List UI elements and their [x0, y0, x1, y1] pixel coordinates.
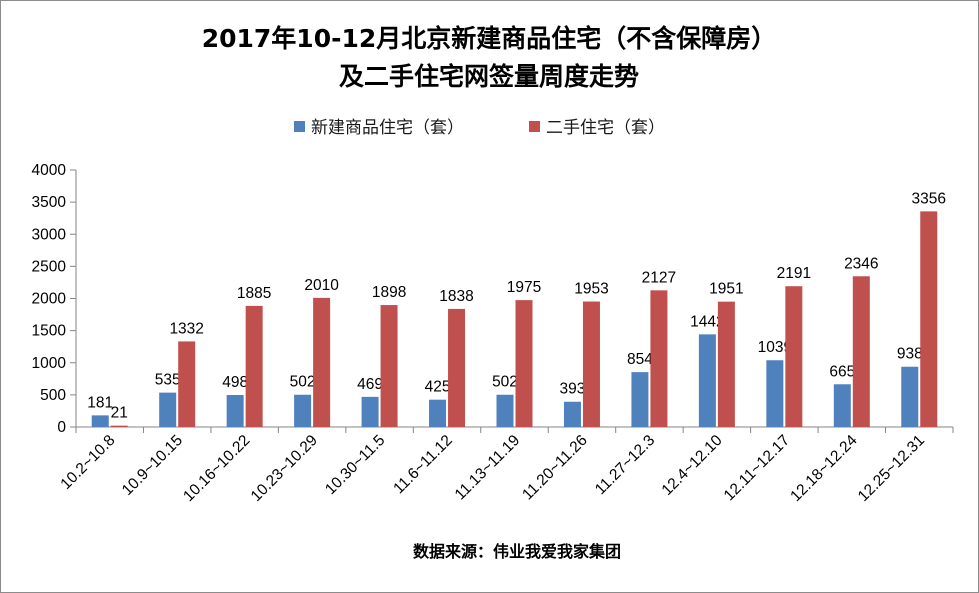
bar-new-homes: [833, 384, 851, 427]
bar-second-hand: [650, 290, 668, 427]
source-note: 数据来源：伟业我爱我家集团: [413, 542, 621, 561]
x-category-label: 12.18~12.24: [787, 432, 861, 506]
bar-new-homes: [698, 334, 716, 427]
y-tick-label: 1500: [32, 323, 67, 340]
bar-second-hand: [515, 300, 533, 427]
x-category-label: 10.16~10.22: [180, 432, 253, 505]
x-category-label: 10.30~11.5: [322, 432, 388, 498]
x-category-label: 12.4~12.10: [659, 432, 726, 499]
data-label-new-homes: 498: [222, 374, 248, 391]
x-category-label: 12.25~12.31: [855, 432, 928, 505]
data-label-new-homes: 469: [357, 376, 383, 393]
data-label-new-homes: 425: [425, 379, 451, 396]
bar-new-homes: [294, 394, 312, 427]
legend: 新建商品住宅（套） 二手住宅（套）: [294, 118, 665, 138]
bar-second-hand: [448, 308, 466, 427]
x-category-label: 12.11~12.17: [721, 432, 793, 504]
x-category-label: 10.23~10.29: [248, 432, 321, 505]
bar-second-hand: [178, 341, 196, 427]
data-label-new-homes: 181: [87, 394, 113, 411]
bar-new-homes: [901, 366, 919, 427]
chart-title-line-2: 及二手住宅网签量周度走势: [339, 62, 639, 91]
bar-second-hand: [110, 425, 128, 427]
y-tick-label: 4000: [32, 162, 67, 179]
chart-title-line-1: 2017年10-12月北京新建商品住宅（不含保障房）: [202, 24, 777, 53]
data-label-new-homes: 665: [829, 363, 855, 380]
data-label-new-homes: 535: [155, 372, 181, 389]
legend-swatch-second-hand: [529, 121, 540, 132]
x-category-label: 11.27~12.3: [592, 432, 658, 498]
y-tick-label: 0: [57, 419, 66, 436]
bar-second-hand: [717, 301, 735, 427]
data-label-new-homes: 502: [290, 374, 316, 391]
data-label-new-homes: 502: [492, 374, 518, 391]
y-tick-label: 3500: [32, 194, 67, 211]
bar-second-hand: [313, 297, 331, 427]
bar-new-homes: [496, 394, 514, 427]
y-tick-label: 3000: [32, 226, 67, 243]
bar-new-homes: [563, 401, 581, 427]
bar-new-homes: [91, 415, 109, 427]
data-label-second-hand: 1951: [709, 281, 743, 298]
bar-second-hand: [582, 301, 600, 427]
bar-new-homes: [361, 396, 379, 427]
y-tick-label: 500: [40, 387, 66, 404]
data-label-second-hand: 1953: [574, 281, 608, 298]
x-category-label: 10.2~10.8: [57, 432, 118, 493]
data-label-new-homes: 854: [627, 351, 653, 368]
data-label-second-hand: 2127: [642, 269, 676, 286]
data-label-second-hand: 1838: [439, 288, 473, 305]
bar-second-hand: [245, 305, 263, 427]
legend-label-new-homes: 新建商品住宅（套）: [311, 118, 464, 138]
legend-swatch-new-homes: [294, 121, 305, 132]
bar-second-hand: [785, 286, 803, 427]
bar-second-hand: [920, 211, 938, 427]
data-label-new-homes: 1039: [758, 339, 792, 356]
data-label-second-hand: 2346: [844, 255, 878, 272]
x-category-label: 10.9~10.15: [119, 432, 186, 499]
x-category-label: 11.13~11.19: [452, 432, 524, 504]
bar-new-homes: [766, 360, 784, 427]
data-label-second-hand: 1332: [169, 320, 203, 337]
data-label-second-hand: 2010: [304, 277, 339, 294]
bar-new-homes: [226, 395, 244, 427]
data-label-second-hand: 2191: [777, 265, 811, 282]
bar-new-homes: [429, 399, 447, 427]
y-tick-label: 1000: [32, 355, 67, 372]
bar-new-homes: [631, 372, 649, 427]
x-category-label: 11.6~11.12: [390, 432, 456, 498]
data-label-second-hand: 1975: [507, 279, 541, 296]
bar-new-homes: [159, 392, 177, 427]
legend-label-second-hand: 二手住宅（套）: [546, 118, 665, 138]
data-label-new-homes: 938: [897, 346, 923, 363]
bar-second-hand: [852, 276, 870, 427]
y-tick-label: 2500: [32, 258, 67, 275]
data-label-second-hand: 1898: [372, 284, 406, 301]
data-label-new-homes: 393: [560, 381, 586, 398]
data-label-second-hand: 3356: [912, 190, 946, 207]
data-label-second-hand: 1885: [237, 285, 271, 302]
data-label-second-hand: 21: [111, 405, 128, 422]
data-label-new-homes: 1442: [690, 313, 724, 330]
x-category-label: 11.20~11.26: [519, 432, 591, 504]
y-tick-label: 2000: [32, 291, 67, 308]
bar-second-hand: [380, 305, 398, 427]
